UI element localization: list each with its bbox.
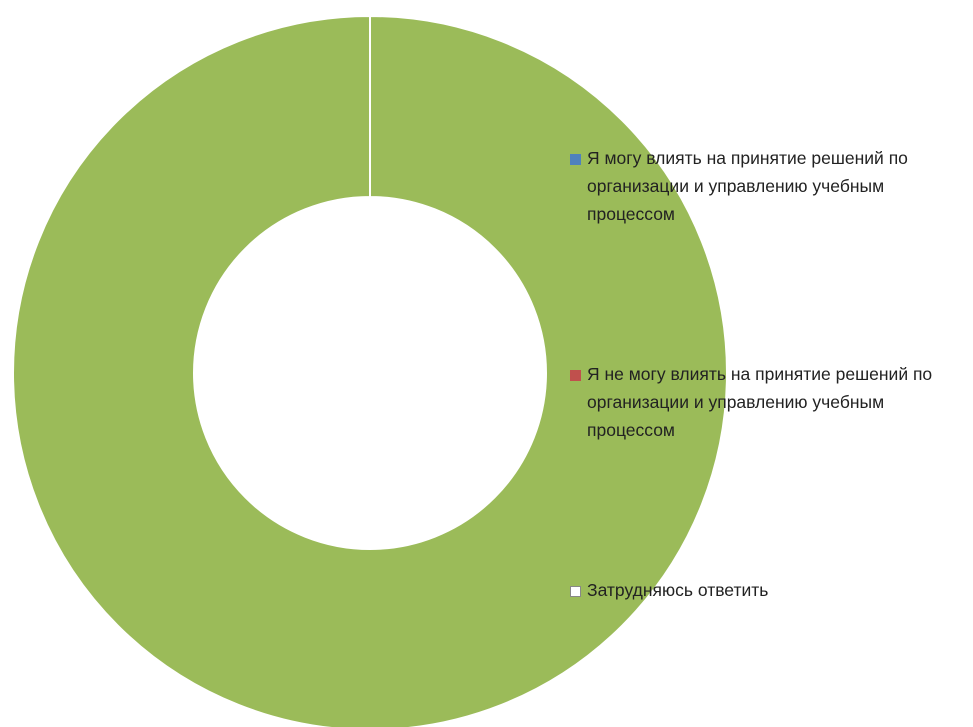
legend-label: Я могу влиять на принятие решений по орг…: [587, 148, 908, 224]
legend-swatch: [570, 370, 581, 381]
legend-label: Затрудняюсь ответить: [587, 580, 769, 600]
legend-swatch: [570, 154, 581, 165]
legend-entry: Затрудняюсь ответить: [570, 580, 970, 604]
donut-slice: [12, 14, 728, 727]
legend-entry: Я могу влиять на принятие решений по орг…: [570, 148, 970, 228]
legend-label: Я не могу влиять на принятие решений по …: [587, 364, 933, 440]
legend-entry: Я не могу влиять на принятие решений по …: [570, 364, 970, 444]
legend-swatch: [570, 586, 581, 597]
